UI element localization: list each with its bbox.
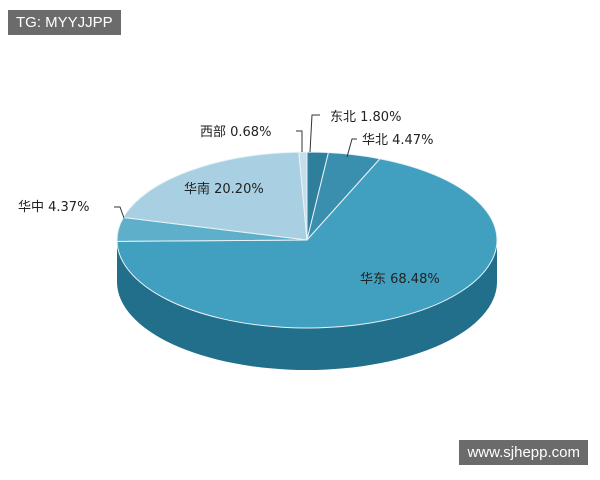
label-huanan: 华南 20.20% [184, 181, 264, 197]
pie-slice-4 [122, 151, 308, 241]
watermark-bottom-right: www.sjhepp.com [459, 440, 588, 465]
label-dongbei: 东北 1.80% [330, 110, 401, 125]
pie-slice-5 [298, 151, 308, 241]
label-huabei: 华北 4.47% [362, 133, 433, 148]
leader-line-1 [346, 138, 357, 158]
pie-slice-2 [116, 158, 498, 329]
label-xibu: 西部 0.68% [200, 125, 271, 140]
watermark-top-left: TG: MYYJJPP [8, 10, 121, 35]
label-huadong: 华东 68.48% [360, 272, 440, 287]
leader-line-2 [114, 206, 125, 219]
label-huazhong: 华中 4.37% [18, 200, 89, 215]
leader-line-3 [296, 130, 303, 152]
leader-line-0 [309, 114, 320, 153]
pie-side [117, 240, 497, 370]
